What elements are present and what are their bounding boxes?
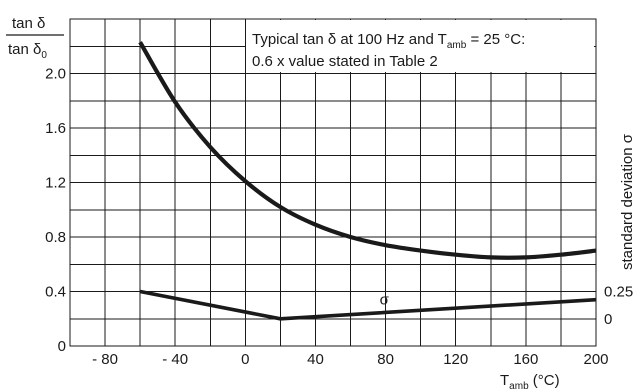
x-tick-label: 120 <box>443 351 468 368</box>
y-axis-label-denominator-sub: 0 <box>41 50 47 61</box>
x-tick-label: - 80 <box>92 351 118 368</box>
x-tick-label: - 40 <box>162 351 188 368</box>
annotation-line-2: 0.6 x value stated in Table 2 <box>252 53 438 70</box>
x-axis-label-unit: (°C) <box>529 372 560 389</box>
sigma-line-label: σ <box>380 291 390 308</box>
x-tick-label: 0 <box>241 351 249 368</box>
tick-labels: - 80- 400408012016020000.40.81.21.62.02.… <box>45 11 633 368</box>
y-tick-label: 2.0 <box>45 66 66 83</box>
x-tick-label: 80 <box>377 351 394 368</box>
y-axis-label-denominator-main: tan δ <box>8 41 41 58</box>
annotation-line-1-post: = 25 °C: <box>466 31 525 48</box>
y-tick-label: 0.4 <box>45 284 66 301</box>
annotation-line-1-sub: amb <box>447 40 467 51</box>
x-tick-label: 160 <box>513 351 538 368</box>
series-group: σ <box>138 41 597 321</box>
x-tick-label: 200 <box>583 351 608 368</box>
y-tick-label: 1.6 <box>45 120 66 137</box>
annotation-line-1-pre: Typical tan δ at 100 Hz and T <box>252 31 447 48</box>
y2-tick-label: 0.25 <box>604 284 633 301</box>
y-axis-label-numerator: tan δ <box>12 15 45 32</box>
annotation-background <box>246 20 594 72</box>
y-tick-label: 1.2 <box>45 175 66 192</box>
plot-frame <box>69 18 597 347</box>
y-tick-label: 0 <box>58 338 66 355</box>
x-axis-label: Tamb (°C) <box>500 372 560 391</box>
x-axis-label-sub: amb <box>509 381 529 391</box>
tan-delta-curve <box>138 41 597 260</box>
sigma-line <box>139 289 597 321</box>
y-axis-label-denominator: tan δ0 <box>8 41 47 61</box>
x-axis-label-main: T <box>500 372 509 389</box>
x-tick-label: 40 <box>307 351 324 368</box>
y2-tick-label: 0 <box>604 311 612 328</box>
y-tick-label: 0.8 <box>45 229 66 246</box>
y2-axis-label: standard deviation σ <box>619 133 636 270</box>
annotation: Typical tan δ at 100 Hz and Tamb = 25 °C… <box>246 20 594 72</box>
y-axis-label: tan δ tan δ0 <box>4 8 66 66</box>
y-axis-label-background <box>4 8 66 66</box>
annotation-line-1: Typical tan δ at 100 Hz and Tamb = 25 °C… <box>252 31 525 51</box>
